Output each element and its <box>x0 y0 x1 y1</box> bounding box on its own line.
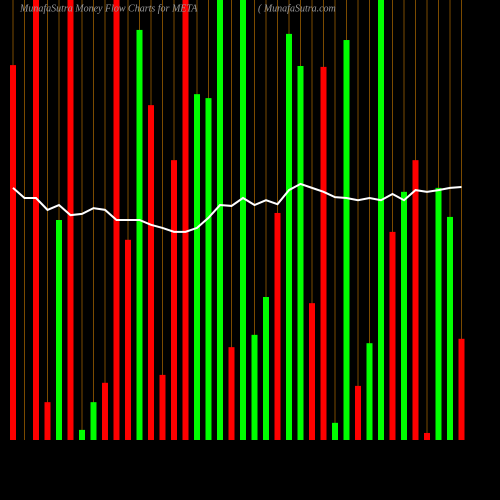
bar <box>67 0 74 440</box>
bar <box>79 429 85 440</box>
bar <box>297 66 304 440</box>
bar <box>159 374 166 440</box>
bar <box>320 66 327 440</box>
chart-subtitle: ( MunafaSutra.com <box>258 3 336 14</box>
bar <box>136 29 143 440</box>
bar <box>90 402 97 440</box>
bar <box>458 338 465 440</box>
bar <box>171 160 177 440</box>
bar <box>378 0 384 440</box>
bar <box>366 343 373 440</box>
lines <box>12 182 462 233</box>
bar <box>412 160 419 440</box>
bar <box>389 231 396 440</box>
bar <box>447 216 453 440</box>
bar <box>274 212 281 440</box>
bar <box>194 94 200 440</box>
bar <box>33 0 39 440</box>
bar <box>205 98 212 441</box>
bar <box>44 402 51 440</box>
bars <box>10 0 465 441</box>
bar <box>148 105 154 440</box>
bar <box>240 0 246 440</box>
bar <box>424 432 430 440</box>
bar <box>309 303 315 440</box>
bar <box>125 239 131 440</box>
bar <box>102 382 108 440</box>
bar <box>401 191 407 440</box>
bar <box>251 334 258 440</box>
bar <box>217 0 223 440</box>
bar <box>355 385 361 440</box>
bar <box>56 220 62 440</box>
chart-title: MunafaSutra Money Flow Charts for META <box>19 3 198 14</box>
bar <box>286 33 292 440</box>
bar <box>343 40 350 440</box>
bar <box>435 187 442 440</box>
flow-line <box>12 182 462 233</box>
bar <box>263 297 269 440</box>
bar <box>182 0 189 440</box>
bar <box>228 347 235 440</box>
bar <box>10 65 16 441</box>
bar <box>332 422 338 440</box>
